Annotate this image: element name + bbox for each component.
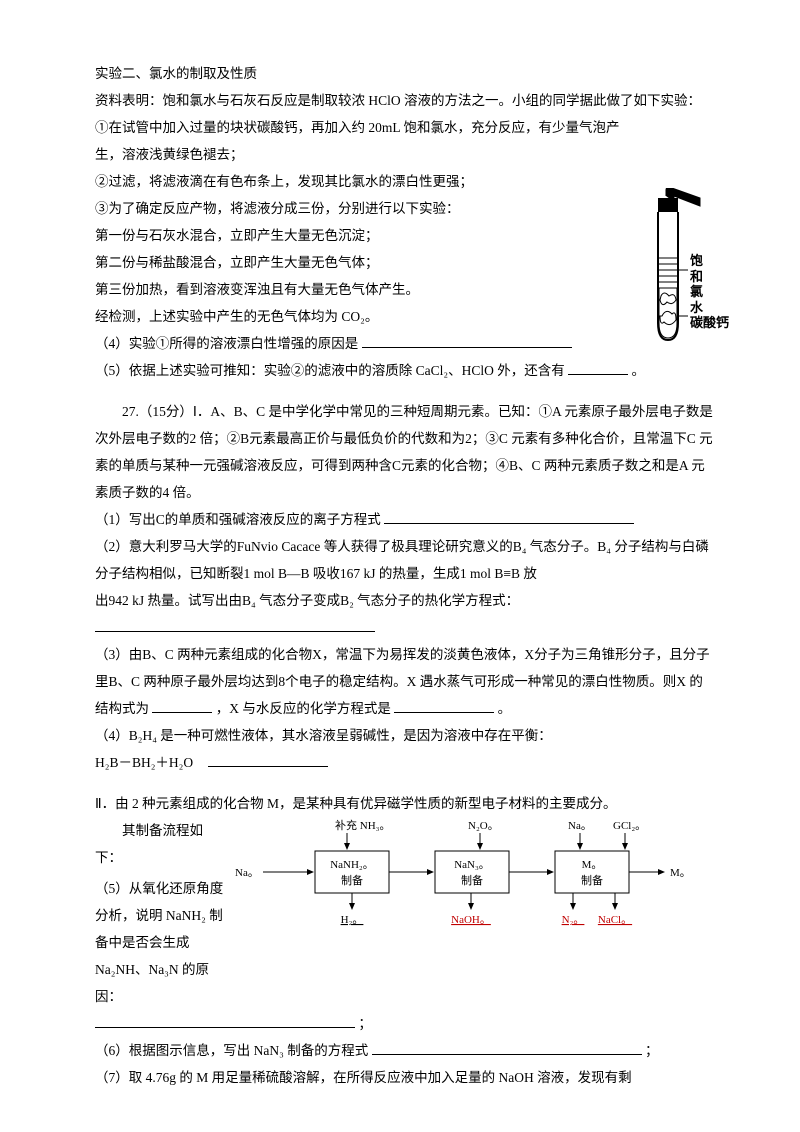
q27-q5: （5）从氧化还原角度分析，说明 NaNH₂ 制备中是否会生成 Na₂NH、Na₃…	[95, 875, 225, 1010]
q27-q3b: ，X 与水反应的化学方程式是	[216, 701, 391, 716]
q27-q6: （6）根据图示信息，写出 NaN₃ 制备的方程式 ；	[95, 1037, 715, 1064]
blank-fill[interactable]	[362, 347, 572, 348]
exp2-title: 实验二、氯水的制取及性质	[95, 60, 715, 87]
blank-fill[interactable]	[372, 1054, 642, 1055]
q27-q2-blank	[95, 614, 715, 641]
q27-q3: （3）由B、C 两种元素组成的化合物X，常温下为易挥发的淡黄色液体，X分子为三角…	[95, 641, 715, 722]
q27-q1-text: （1）写出C的单质和强碱溶液反应的离子方程式	[95, 512, 381, 527]
svg-text:N₂O。: N₂O。	[468, 820, 499, 832]
q27-q3c: 。	[498, 701, 512, 716]
tube-label-top: 饱和	[690, 253, 712, 284]
exp2-part3: 第三份加热，看到溶液变浑浊且有大量无色气体产生。	[95, 276, 715, 303]
svg-text:N₂。: N₂。	[562, 914, 585, 926]
q27-part2sub: 其制备流程如下：	[95, 817, 225, 871]
svg-text:补充 NH₃。: 补充 NH₃。	[335, 818, 390, 832]
exp2-intro: 资料表明：饱和氯水与石灰石反应是制取较浓 HClO 溶液的方法之一。小组的同学据…	[95, 87, 715, 114]
svg-text:制备: 制备	[581, 873, 603, 887]
svg-text:制备: 制备	[461, 873, 483, 887]
svg-text:Na。: Na。	[568, 820, 592, 832]
svg-text:NaOH。: NaOH。	[451, 914, 491, 926]
blank-fill[interactable]	[208, 766, 328, 767]
blank-fill[interactable]	[568, 374, 628, 375]
blank-fill[interactable]	[152, 712, 212, 713]
blank-fill[interactable]	[95, 631, 375, 632]
svg-text:H₂。: H₂。	[341, 914, 364, 926]
exp2-step2: ②过滤，将滤液滴在有色布条上，发现其比氯水的漂白性更强；	[95, 168, 715, 195]
svg-text:M。: M。	[582, 859, 603, 871]
exp2-q4: （4）实验①所得的溶液漂白性增强的原因是	[95, 330, 715, 357]
exp2-step3: ③为了确定反应产物，将滤液分成三份，分别进行以下实验：	[95, 195, 715, 222]
q27-q4b-text: H₂B－BH₂＋H₂O	[95, 755, 193, 770]
q27-q4a: （4）B₂H₄ 是一种可燃性液体，其水溶液呈弱碱性，是因为溶液中存在平衡：	[95, 722, 715, 749]
q27-q4b: H₂B－BH₂＋H₂O	[95, 749, 715, 776]
q27-q2a: （2）意大利罗马大学的FuNvio Cacace 等人获得了极具理论研究意义的B…	[95, 533, 715, 587]
exp2-q5: （5）依据上述实验可推知：实验②的滤液中的溶质除 CaCl₂、HClO 外，还含…	[95, 357, 715, 384]
exp2-q4-text: （4）实验①所得的溶液漂白性增强的原因是	[95, 336, 358, 351]
q27-q1: （1）写出C的单质和强碱溶液反应的离子方程式	[95, 506, 715, 533]
q27-q2b: 出942 kJ 热量。试写出由B₄ 气态分子变成B₂ 气态分子的热化学方程式：	[95, 587, 715, 614]
exp2-q5b: 。	[631, 363, 645, 378]
exp2-q5a: （5）依据上述实验可推知：实验②的滤液中的溶质除 CaCl₂、HClO 外，还含…	[95, 363, 565, 378]
test-tube-figure: 饱和 氯水 碳酸钙	[642, 188, 712, 348]
q27-head: 27.（15分）Ⅰ．A、B、C 是中学化学中常见的三种短周期元素。已知：①A 元…	[95, 398, 715, 506]
exam-page: 饱和 氯水 碳酸钙 实验二、氯水的制取及性质 资料表明：饱和氯水与石灰石反应是制…	[0, 0, 800, 1131]
exp2-check: 经检测，上述实验中产生的无色气体均为 CO₂。	[95, 303, 715, 330]
svg-text:NaN₃。: NaN₃。	[454, 859, 490, 871]
exp2-part1: 第一份与石灰水混合，立即产生大量无色沉淀；	[95, 222, 715, 249]
svg-text:NaNH₂。: NaNH₂。	[330, 859, 374, 871]
svg-text:制备: 制备	[341, 873, 363, 887]
blank-fill[interactable]	[394, 712, 494, 713]
tube-label-bot: 碳酸钙	[690, 310, 729, 336]
svg-text:Na。: Na。	[235, 867, 259, 879]
q27-q3a: （3）由B、C 两种元素组成的化合物X，常温下为易挥发的淡黄色液体，X分子为三角…	[95, 647, 710, 716]
svg-text:NaCl。: NaCl。	[598, 914, 632, 926]
q27-part2head: Ⅱ．由 2 种元素组成的化合物 M，是某种具有优异磁学性质的新型电子材料的主要成…	[95, 790, 715, 817]
svg-text:GCl₂。: GCl₂。	[613, 820, 646, 832]
flow-diagram-row: 其制备流程如下： （5）从氧化还原角度分析，说明 NaNH₂ 制备中是否会生成 …	[95, 817, 715, 1010]
q27-q7: （7）取 4.76g 的 M 用足量稀硫酸溶解，在所得反应液中加入足量的 NaO…	[95, 1064, 715, 1091]
q27-q6a: （6）根据图示信息，写出 NaN₃ 制备的方程式	[95, 1043, 368, 1058]
q27-q5-blank: ；	[95, 1010, 715, 1037]
q27-q6b: ；	[645, 1043, 659, 1058]
svg-text:M。: M。	[670, 867, 691, 879]
exp2-part2: 第二份与稀盐酸混合，立即产生大量无色气体；	[95, 249, 715, 276]
flowchart-svg: 补充 NH₃。N₂O。Na。GCl₂。Na。NaNH₂。制备NaN₃。制备M。制…	[225, 817, 695, 929]
blank-fill[interactable]	[95, 1027, 355, 1028]
q27-q5end: ；	[358, 1016, 372, 1031]
blank-fill[interactable]	[384, 523, 634, 524]
exp2-step1: ①在试管中加入过量的块状碳酸钙，再加入约 20mL 饱和氯水，充分反应，有少量气…	[95, 114, 715, 168]
